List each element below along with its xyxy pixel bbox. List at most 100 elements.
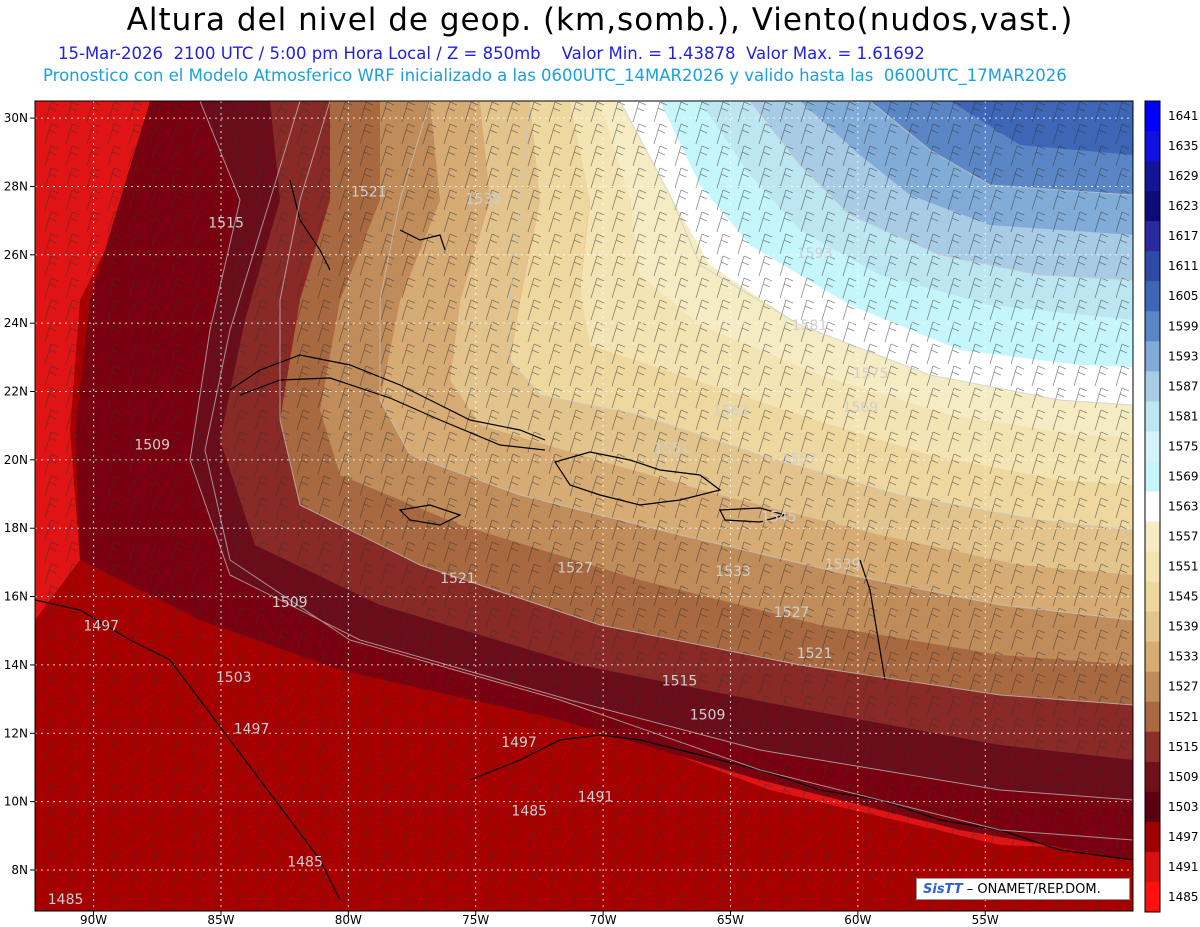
wind-barb xyxy=(632,101,647,123)
wind-barb xyxy=(653,321,668,343)
wind-barb xyxy=(716,123,731,145)
wind-barb xyxy=(464,277,479,299)
colorbar-swatch xyxy=(1145,521,1160,553)
wind-barb xyxy=(212,233,227,255)
wind-barb xyxy=(695,101,710,123)
wind-barb xyxy=(548,211,563,233)
wind-barb xyxy=(674,123,689,145)
wind-barb xyxy=(401,343,416,365)
wind-barb xyxy=(653,277,668,299)
wind-barb xyxy=(170,343,185,365)
wind-barb xyxy=(254,101,269,123)
lon-tick-label: 65W xyxy=(717,913,744,927)
wind-barb xyxy=(1031,343,1046,365)
lat-tick-label: 12N xyxy=(4,726,28,740)
wind-barb xyxy=(233,145,248,167)
wind-barb xyxy=(968,211,983,233)
wind-barb xyxy=(296,101,311,123)
wind-barb xyxy=(1094,365,1109,387)
wind-barb xyxy=(107,321,122,343)
colorbar-label: 1557 xyxy=(1168,530,1199,544)
colorbar-swatch xyxy=(1145,161,1160,192)
wind-barb xyxy=(338,343,353,365)
colorbar: 1641 1635 1629 1623 1617 1611 1605 1599 1593 1587… xyxy=(1144,100,1199,913)
wind-barb xyxy=(506,123,521,145)
wind-barb xyxy=(527,321,542,343)
band-1509 xyxy=(190,101,1133,800)
wind-barb xyxy=(359,277,374,299)
wind-barb xyxy=(401,145,416,167)
wind-barb xyxy=(695,343,710,365)
wind-barb xyxy=(842,365,857,387)
wind-barb xyxy=(86,255,101,277)
wind-barb xyxy=(1052,145,1067,167)
wind-barb xyxy=(863,233,878,255)
wind-barb xyxy=(968,299,983,321)
wind-barb xyxy=(317,145,332,167)
wind-barb xyxy=(800,101,815,123)
wind-barb xyxy=(1115,343,1130,365)
wind-barb xyxy=(947,343,962,365)
wind-barb xyxy=(338,167,353,189)
wind-barb xyxy=(65,255,80,277)
wind-barb xyxy=(149,321,164,343)
wind-barb xyxy=(716,145,731,167)
wind-barb xyxy=(233,167,248,189)
wind-barb xyxy=(989,277,1004,299)
contour-label: 1497 xyxy=(501,735,537,751)
wind-barb xyxy=(1031,299,1046,321)
credit-box: SisTT – ONAMET/REP.DOM. xyxy=(916,878,1130,900)
wind-barb xyxy=(191,255,206,277)
wind-barb xyxy=(737,299,752,321)
wind-barb xyxy=(695,167,710,189)
colorbar-swatch xyxy=(1145,101,1160,132)
wind-barb xyxy=(317,365,332,387)
wind-barb xyxy=(380,255,395,277)
wind-barb xyxy=(233,365,248,387)
wind-barb xyxy=(569,101,584,123)
wind-barb xyxy=(107,167,122,189)
wind-barb xyxy=(275,321,290,343)
wind-barb xyxy=(632,255,647,277)
band-1551 xyxy=(570,101,1133,485)
wind-barb xyxy=(716,387,731,409)
wind-barb xyxy=(191,299,206,321)
wind-barb xyxy=(821,123,836,145)
wind-barb xyxy=(1094,299,1109,321)
wind-barb xyxy=(212,167,227,189)
wind-barb xyxy=(338,101,353,123)
band-1521 xyxy=(280,101,1133,705)
lon-tick-label: 75W xyxy=(462,913,489,927)
colorbar-swatch xyxy=(1145,461,1160,492)
band-1497 xyxy=(35,101,1133,911)
wind-barb xyxy=(422,145,437,167)
wind-barb xyxy=(863,145,878,167)
wind-barb xyxy=(1115,145,1130,167)
wind-barb xyxy=(779,299,794,321)
wind-barb xyxy=(1094,167,1109,189)
band-1515 xyxy=(220,101,1133,760)
colorbar-label: 1563 xyxy=(1168,500,1199,514)
wind-barb xyxy=(611,299,626,321)
wind-barb xyxy=(317,299,332,321)
wind-barb xyxy=(443,101,458,123)
wind-barb xyxy=(254,365,269,387)
wind-barb xyxy=(821,321,836,343)
wind-barb xyxy=(695,145,710,167)
wind-barb xyxy=(926,167,941,189)
wind-barb xyxy=(464,211,479,233)
wind-barb xyxy=(86,299,101,321)
wind-barb xyxy=(590,211,605,233)
wind-barb xyxy=(611,167,626,189)
wind-barb xyxy=(569,189,584,211)
wind-barb xyxy=(548,365,563,387)
wind-barb xyxy=(569,321,584,343)
wind-barb xyxy=(1010,145,1025,167)
wind-barb xyxy=(44,299,59,321)
lon-tick-label: 80W xyxy=(335,913,362,927)
wind-barb xyxy=(611,189,626,211)
wind-barb xyxy=(779,277,794,299)
lon-tick-label: 85W xyxy=(207,913,234,927)
wind-barb xyxy=(884,167,899,189)
